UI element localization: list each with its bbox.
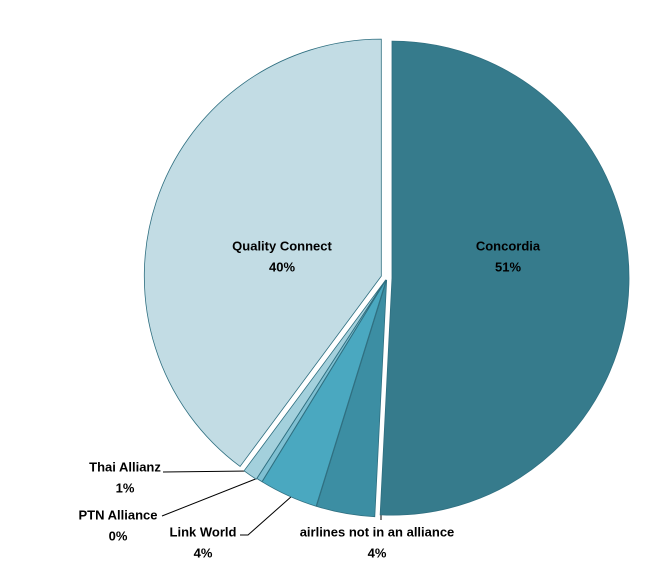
slice-value-label: 40% bbox=[269, 259, 295, 274]
pie-slice bbox=[379, 40, 630, 516]
slice-value-label: 4% bbox=[194, 545, 213, 560]
slice-value-label: 51% bbox=[495, 259, 521, 274]
pie-slice bbox=[143, 38, 382, 468]
slice-label: Concordia bbox=[476, 238, 541, 253]
pie-slice bbox=[316, 279, 388, 518]
slice-label: PTN Alliance bbox=[79, 507, 158, 522]
slice-value-label: 4% bbox=[368, 545, 387, 560]
slice-label: Link World bbox=[170, 524, 237, 539]
slice-value-label: 1% bbox=[116, 480, 135, 495]
slice-value-label: 0% bbox=[109, 528, 128, 543]
leader-line bbox=[162, 470, 251, 473]
leader-line bbox=[240, 495, 293, 536]
pie-slice bbox=[243, 280, 386, 480]
slice-label: airlines not in an alliance bbox=[300, 524, 455, 539]
slice-label: Quality Connect bbox=[232, 238, 332, 253]
slice-label: Thai Allianz bbox=[89, 459, 161, 474]
leader-line bbox=[161, 475, 264, 517]
